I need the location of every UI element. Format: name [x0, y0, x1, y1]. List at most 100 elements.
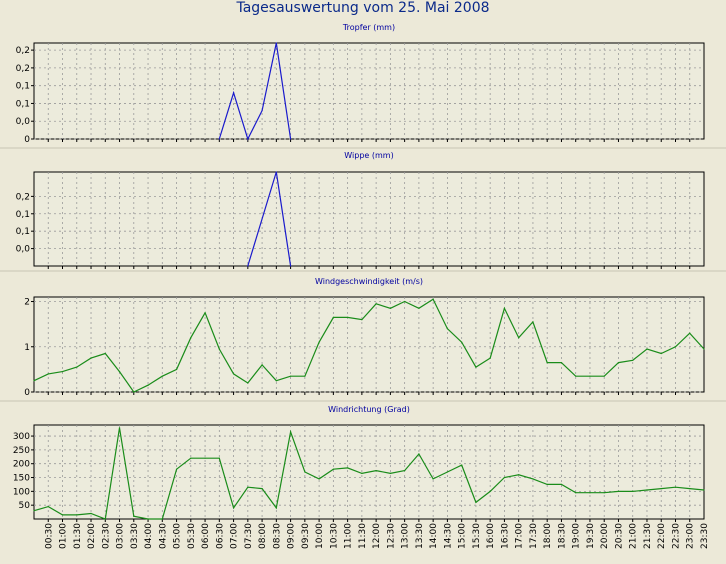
- x-tick-label: 09:30: [301, 523, 311, 549]
- data-point: [275, 507, 277, 509]
- y-tick-label: 0,1: [16, 227, 30, 237]
- y-tick-label: 300: [13, 432, 30, 442]
- data-point: [617, 361, 620, 364]
- data-point: [575, 492, 577, 494]
- x-tick-label: 13:30: [415, 523, 425, 549]
- data-point: [232, 507, 235, 509]
- data-point: [603, 375, 605, 377]
- y-tick-label: 0,1: [16, 99, 30, 109]
- data-point: [76, 514, 78, 516]
- x-tick-label: 02:00: [87, 523, 97, 549]
- x-tick-label: 10:00: [315, 523, 325, 549]
- data-point: [232, 373, 235, 375]
- x-tick-label: 21:30: [643, 523, 653, 549]
- y-tick-label: 0: [24, 135, 30, 145]
- data-point: [175, 368, 178, 370]
- data-point: [161, 518, 163, 520]
- data-point: [432, 478, 434, 480]
- data-point: [347, 316, 349, 318]
- data-point: [289, 265, 292, 267]
- x-tick-label: 21:00: [629, 523, 639, 549]
- data-point: [47, 505, 49, 508]
- data-point: [432, 298, 434, 300]
- data-point: [204, 312, 206, 314]
- x-tick-label: 22:00: [657, 523, 667, 549]
- x-tick-label: 08:00: [258, 523, 268, 549]
- data-point: [503, 307, 506, 309]
- data-point: [475, 501, 477, 504]
- data-point: [546, 483, 548, 486]
- x-tick-label: 12:00: [372, 523, 382, 549]
- x-tick-label: 23:00: [686, 523, 696, 549]
- chart-panel-2: Wippe (mm) 0,0 0,1 0,1 0,2: [16, 151, 705, 269]
- data-point: [689, 487, 691, 490]
- x-tick-label: 19:30: [586, 523, 596, 549]
- x-tick-label: 04:30: [158, 523, 168, 549]
- data-point: [161, 375, 163, 377]
- data-point: [532, 321, 534, 323]
- x-tick-label: 07:30: [244, 523, 254, 549]
- chart-title: Wippe (mm): [344, 151, 393, 160]
- data-point: [375, 303, 377, 305]
- data-point: [147, 384, 149, 386]
- data-point: [475, 366, 477, 368]
- x-tick-label: 18:00: [543, 523, 553, 549]
- x-tick-label: 02:30: [101, 523, 111, 549]
- x-tick-label: 01:00: [59, 523, 69, 549]
- series-line: [218, 42, 292, 141]
- data-point: [133, 515, 135, 517]
- data-point: [703, 348, 705, 350]
- x-tick-label: 06:30: [215, 523, 225, 549]
- data-point: [418, 307, 420, 309]
- series-line: [33, 298, 705, 393]
- x-tick-label: 19:00: [572, 523, 582, 549]
- chart-panel-4: Windrichtung (Grad) 50 100 150 200 250 300: [13, 405, 705, 522]
- x-tick-label: 11:30: [358, 523, 368, 549]
- data-point: [418, 453, 420, 455]
- data-point: [90, 357, 92, 359]
- data-point: [90, 512, 92, 515]
- data-point: [660, 487, 662, 490]
- data-point: [389, 472, 391, 474]
- data-point: [361, 319, 363, 321]
- data-point: [175, 468, 178, 470]
- data-point: [375, 470, 377, 472]
- data-point: [247, 138, 249, 140]
- data-point: [33, 510, 35, 512]
- data-point: [147, 518, 149, 520]
- data-point: [404, 470, 406, 472]
- y-tick-label: 100: [13, 487, 30, 497]
- data-point: [61, 371, 64, 373]
- x-tick-label: 15:00: [458, 523, 468, 549]
- page-title: Tagesauswertung vom 25. Mai 2008: [236, 0, 490, 16]
- y-tick-label: 0,2: [16, 64, 30, 74]
- data-point: [261, 109, 263, 112]
- data-point: [218, 138, 220, 140]
- data-point: [275, 171, 277, 173]
- y-tick-label: 0,2: [16, 192, 30, 202]
- data-point: [674, 346, 677, 348]
- x-tick-label: 07:00: [230, 523, 240, 549]
- data-point: [218, 457, 220, 459]
- chart-panel-3: Windgeschwindigkeit (m/s) 0 1 2: [24, 277, 705, 398]
- y-tick-label: 0,1: [16, 210, 30, 220]
- x-tick-label: 04:00: [144, 523, 154, 549]
- data-point: [461, 464, 463, 466]
- data-point: [489, 490, 491, 492]
- data-point: [461, 341, 463, 343]
- y-tick-label: 250: [13, 446, 30, 456]
- data-point: [104, 352, 106, 355]
- data-point: [247, 382, 249, 384]
- data-point: [332, 316, 334, 318]
- data-point: [204, 457, 206, 459]
- data-point: [47, 373, 49, 375]
- x-tick-label: 05:30: [187, 523, 197, 549]
- x-tick-label: 10:30: [329, 523, 339, 549]
- data-point: [560, 361, 563, 364]
- data-point: [289, 138, 292, 140]
- data-point: [289, 375, 292, 377]
- data-point: [689, 332, 691, 334]
- x-tick-label: 22:30: [671, 523, 681, 549]
- data-point: [118, 427, 121, 429]
